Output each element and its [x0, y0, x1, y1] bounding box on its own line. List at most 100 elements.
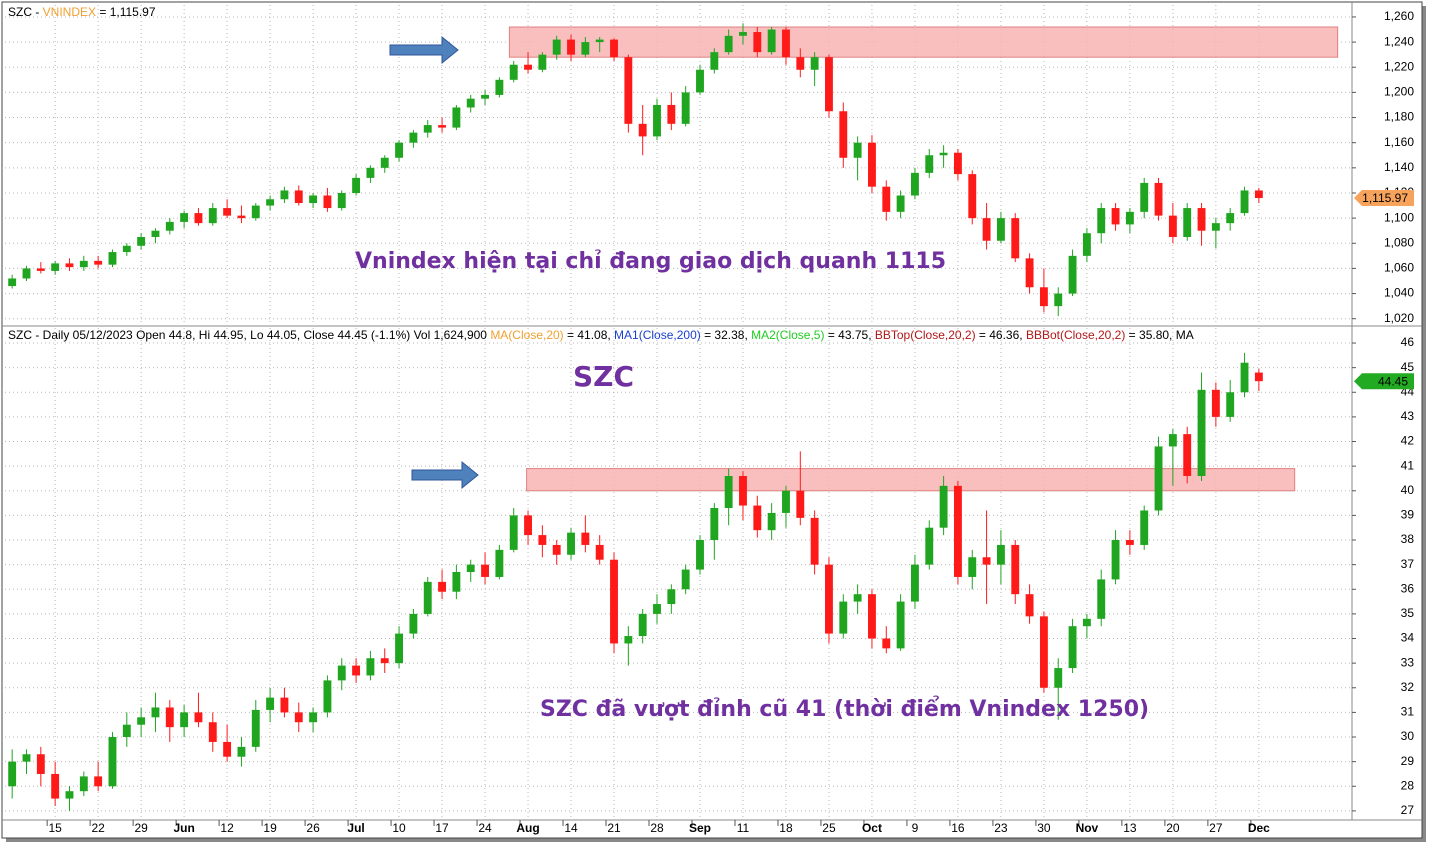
candle-body [1011, 218, 1020, 259]
y-tick-label: 43 [1401, 409, 1415, 423]
candle-body [1211, 389, 1220, 417]
candle-body [567, 532, 575, 555]
candle-body [237, 215, 246, 219]
resistance-zone [526, 468, 1296, 492]
candle-body [36, 754, 45, 774]
candle-body [724, 35, 733, 53]
candle-body [767, 512, 776, 531]
candle-body [51, 773, 60, 799]
candle-body [137, 717, 146, 725]
x-tick-label: Nov [1076, 821, 1099, 835]
header-part: SZC - [8, 5, 43, 19]
candle-body [1197, 389, 1206, 476]
candle-body [1154, 182, 1163, 216]
candle-body [953, 152, 962, 175]
candle-body [968, 174, 977, 219]
candle-body [1097, 579, 1106, 619]
x-tick-label: 19 [263, 821, 277, 835]
candle-body [538, 535, 547, 545]
candle-body [509, 64, 518, 80]
x-tick-label: 10 [392, 821, 406, 835]
candle-body [337, 192, 346, 209]
candle-body [280, 190, 289, 200]
candle-body [122, 724, 131, 738]
candle-body [1254, 190, 1263, 199]
candle-body [739, 475, 747, 506]
x-tick-label: 14 [564, 821, 578, 835]
candle-body [710, 52, 719, 70]
y-tick-label: 1,020 [1384, 311, 1414, 325]
last-price-tag [1354, 190, 1414, 207]
x-tick-label: 25 [822, 821, 836, 835]
candle-body [925, 527, 934, 565]
y-tick-label: 32 [1401, 680, 1415, 694]
candle-body [782, 490, 790, 513]
candle-body [939, 152, 948, 156]
candle-body [94, 260, 103, 265]
x-tick-label: Dec [1248, 821, 1270, 835]
candle-body [137, 236, 146, 246]
plot-layer: 1,0201,0401,0601,0801,1001,1201,1401,160… [5, 5, 1414, 835]
candle-body [1125, 540, 1134, 545]
header-part: BBBot(Close,20,2) [1026, 328, 1125, 342]
x-tick-label: 22 [91, 821, 105, 835]
candle-body [237, 746, 246, 757]
candle-body [724, 475, 733, 509]
x-tick-label: Jul [347, 821, 364, 835]
x-tick-label: 27 [1209, 821, 1223, 835]
y-tick-label: 34 [1401, 631, 1415, 645]
x-tick-label: 23 [994, 821, 1008, 835]
candle-body [1097, 208, 1106, 234]
candle-body [595, 39, 604, 43]
x-tick-label: Oct [862, 821, 882, 835]
y-tick-label: 1,060 [1384, 261, 1414, 275]
candle-body [595, 544, 604, 560]
candle-body [1254, 372, 1263, 382]
candle-body [610, 559, 618, 644]
candle-body [810, 57, 819, 70]
candle-body [1240, 362, 1249, 393]
candle-body [868, 594, 876, 639]
candle-body [624, 57, 633, 124]
candle-body [438, 125, 446, 128]
annotation: Vnindex hiện tại chỉ đang giao dịch quan… [355, 249, 946, 274]
candle-body [796, 57, 805, 70]
x-tick-label: 21 [607, 821, 621, 835]
candle-body [1054, 293, 1063, 307]
candle-body [380, 658, 389, 664]
x-tick-label: Jun [173, 821, 194, 835]
y-tick-label: 1,040 [1384, 286, 1414, 300]
candle-body [681, 92, 690, 124]
x-tick-label: 15 [48, 821, 62, 835]
x-tick-label: 30 [1037, 821, 1051, 835]
header-part: SZC - Daily 05/12/2023 Open 44.8, Hi 44.… [8, 328, 490, 342]
candle-body [94, 776, 103, 787]
candle-body [896, 195, 905, 212]
candle-body [165, 707, 174, 728]
y-tick-label: 40 [1401, 483, 1415, 497]
candle-body [51, 263, 60, 271]
candle-body [552, 544, 561, 555]
y-tick-label: 37 [1401, 557, 1415, 571]
candle-body [839, 601, 848, 634]
last-price-label: 44.45 [1378, 374, 1408, 388]
candle-body [767, 29, 776, 53]
x-tick-label: 9 [912, 821, 919, 835]
y-tick-label: 38 [1401, 532, 1415, 546]
candle-body [79, 260, 88, 268]
candle-body [1111, 540, 1120, 580]
x-tick-label: 12 [220, 821, 234, 835]
candle-body [151, 707, 160, 718]
candle-body [509, 515, 518, 550]
candle-body [208, 208, 217, 224]
y-tick-label: 35 [1401, 606, 1415, 620]
y-tick-label: 33 [1401, 655, 1415, 669]
candle-body [581, 532, 590, 545]
candle-body [65, 263, 74, 268]
candle-body [337, 665, 346, 681]
candle-body [839, 111, 848, 158]
candle-body [782, 29, 790, 58]
candle-body [1039, 616, 1048, 688]
candle-body [968, 557, 977, 577]
candle-body [825, 564, 833, 634]
